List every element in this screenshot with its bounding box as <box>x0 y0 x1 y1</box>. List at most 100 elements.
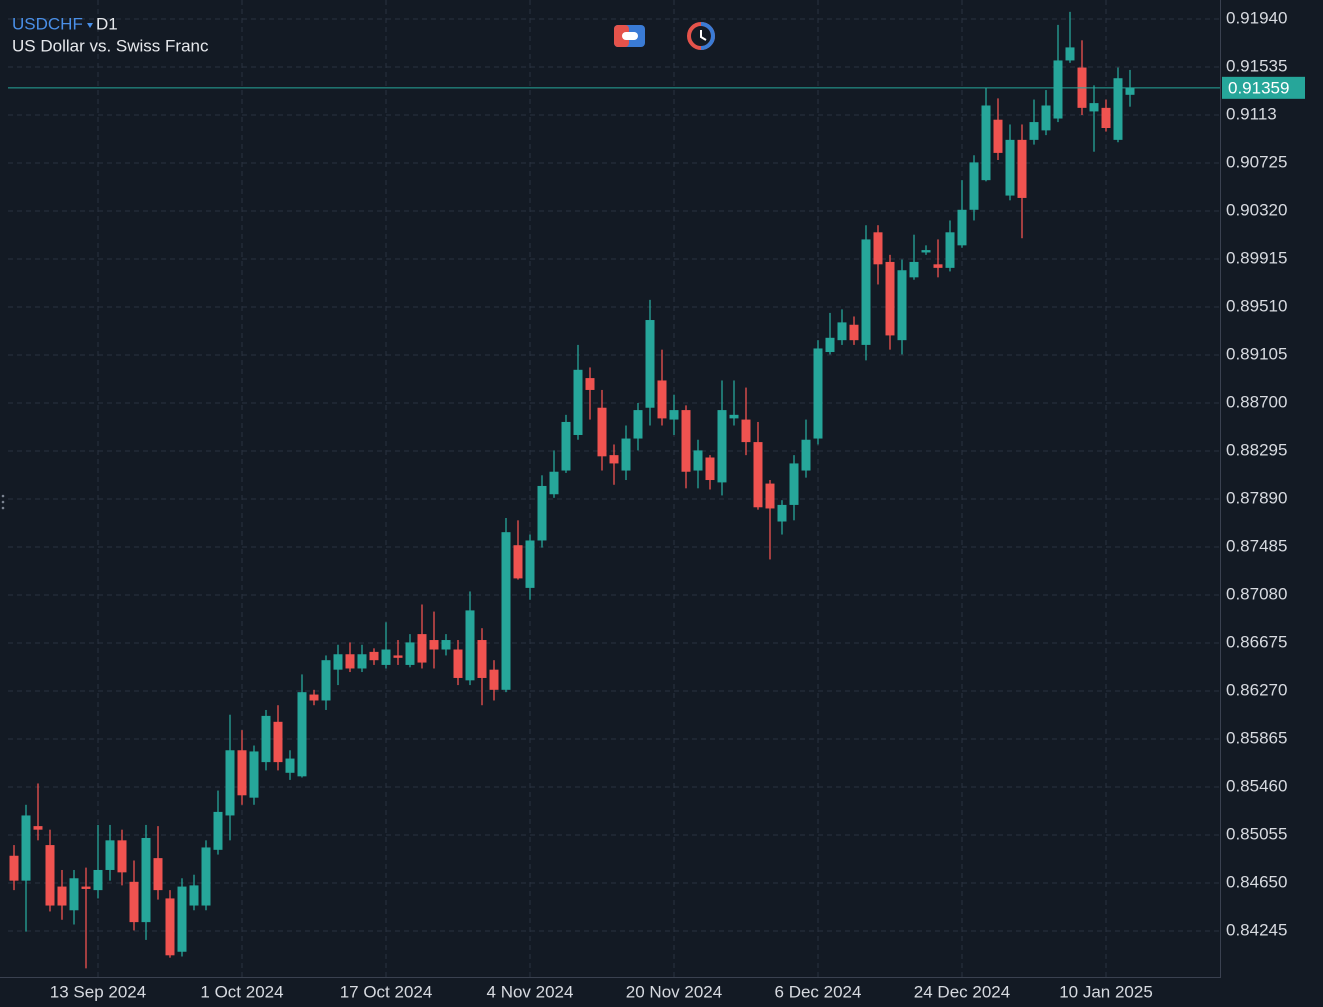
icon-shape <box>700 22 715 50</box>
candle-body <box>441 640 451 650</box>
candle-body <box>717 410 727 483</box>
candle-body <box>597 407 607 457</box>
candle-body <box>489 669 499 690</box>
candle-body <box>537 485 547 541</box>
x-tick-label: 24 Dec 2024 <box>914 982 1010 1001</box>
candle-body <box>837 322 847 341</box>
candle-body <box>1029 122 1039 140</box>
candle-body <box>297 692 307 777</box>
candle-body <box>861 239 871 345</box>
candle-body <box>813 348 823 439</box>
y-tick-label: 0.9113 <box>1226 104 1277 123</box>
y-tick-label: 0.86675 <box>1226 632 1287 651</box>
candle-body <box>525 540 535 588</box>
candle-body <box>789 463 799 505</box>
y-tick-label: 0.84650 <box>1226 872 1287 891</box>
candle-body <box>873 232 883 265</box>
handle-dot <box>1 506 5 510</box>
candle-body <box>645 320 655 408</box>
y-tick-label: 0.85055 <box>1226 824 1287 843</box>
candle-body <box>849 324 859 341</box>
symbol-dropdown-arrow[interactable] <box>87 23 93 28</box>
candle-body <box>465 610 475 681</box>
candle-body <box>321 660 331 701</box>
candle-body <box>633 410 643 439</box>
candle-body <box>1101 107 1111 129</box>
x-tick-label: 4 Nov 2024 <box>487 982 574 1001</box>
candle-body <box>141 837 151 923</box>
overlay: 0.91940 0.91535 0.9113 0.90725 0.90320 0.8991… <box>8 8 1305 1001</box>
candle-body <box>981 105 991 181</box>
handle-dot <box>1 494 5 498</box>
candle-body <box>201 847 211 906</box>
candle-body <box>501 532 511 690</box>
candle-body <box>417 634 427 663</box>
candle-body <box>573 369 583 435</box>
candle-body <box>921 250 931 253</box>
candle-body <box>585 378 595 390</box>
candle-body <box>57 886 67 906</box>
candle-body <box>549 471 559 495</box>
current-price-box <box>1222 76 1305 99</box>
candle-body <box>741 419 751 443</box>
y-tick-label: 0.91535 <box>1226 56 1287 75</box>
candle-body <box>945 232 955 268</box>
y-tick-label: 0.88700 <box>1226 392 1287 411</box>
y-tick-label: 0.91940 <box>1226 8 1287 27</box>
candle-body <box>21 815 31 881</box>
candle-body <box>273 721 283 763</box>
candle-body <box>1005 139 1015 196</box>
trade-icon[interactable] <box>614 25 645 47</box>
candle-body <box>333 654 343 670</box>
candle-body <box>225 750 235 816</box>
candle-body <box>249 751 259 798</box>
candle-body <box>237 750 247 796</box>
y-tick-label: 0.87080 <box>1226 584 1287 603</box>
y-tick-label: 0.90320 <box>1226 200 1287 219</box>
y-tick-label: 0.87485 <box>1226 536 1287 555</box>
y-tick-label: 0.87890 <box>1226 488 1287 507</box>
candle-body <box>189 885 199 906</box>
symbol[interactable]: USDCHF <box>12 14 83 33</box>
y-tick-label: 0.88295 <box>1226 440 1287 459</box>
icon-shape <box>700 30 707 41</box>
candle-body <box>309 694 319 701</box>
candle-body <box>477 640 487 678</box>
y-tick-label: 0.85460 <box>1226 776 1287 795</box>
x-tick-label: 13 Sep 2024 <box>50 982 146 1001</box>
y-tick-label: 0.84245 <box>1226 920 1287 939</box>
candle-body <box>261 715 271 763</box>
candle-body <box>609 455 619 464</box>
resize-handle[interactable] <box>1 494 5 510</box>
timeframe[interactable]: D1 <box>96 14 118 33</box>
candle-body <box>969 162 979 210</box>
y-tick-label: 0.89510 <box>1226 296 1287 315</box>
candle-body <box>453 649 463 678</box>
grid <box>8 0 1220 977</box>
candle-body <box>177 886 187 952</box>
candle-body <box>93 869 103 891</box>
x-tick-label: 1 Oct 2024 <box>200 982 283 1001</box>
candle-body <box>681 410 691 472</box>
candle-body <box>1113 78 1123 140</box>
candle-body <box>33 826 43 830</box>
x-tick-label: 6 Dec 2024 <box>775 982 862 1001</box>
handle-dot <box>1 500 5 504</box>
y-tick-label: 0.86270 <box>1226 680 1287 699</box>
candle-body <box>669 410 679 420</box>
x-tick-label: 17 Oct 2024 <box>340 982 433 1001</box>
subtitle: US Dollar vs. Swiss Franc <box>12 36 209 55</box>
candle-body <box>81 886 91 889</box>
candle-body <box>993 119 1003 153</box>
clock-icon[interactable] <box>687 22 715 50</box>
candle-body <box>429 640 439 650</box>
candle-body <box>165 898 175 956</box>
candle-body <box>1017 139 1027 198</box>
y-tick-label: 0.90725 <box>1226 152 1287 171</box>
candle-body <box>153 858 163 891</box>
candle-body <box>393 655 403 658</box>
candle-body <box>957 209 967 246</box>
